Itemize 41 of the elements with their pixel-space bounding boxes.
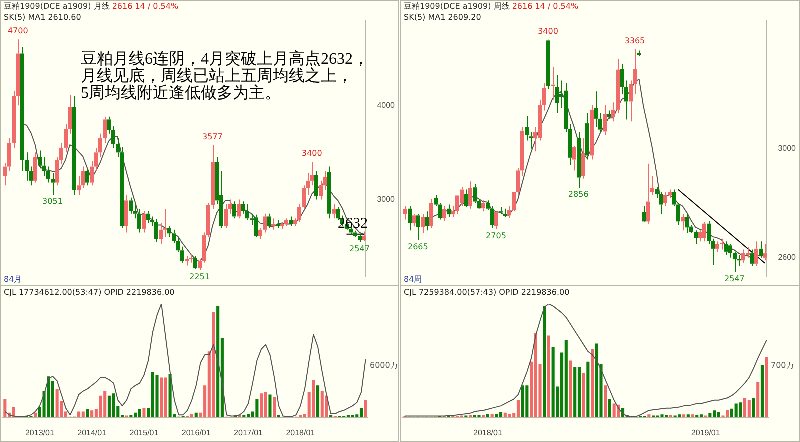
chart-title: 豆粕1909(DCE a1909) <box>404 2 492 11</box>
annotation: 3577 <box>202 132 223 142</box>
annotation: 3365 <box>624 36 646 46</box>
annotation: 2547 <box>724 274 745 284</box>
annotation: 2665 <box>408 242 428 252</box>
y-tick-label: 2600 <box>778 253 797 262</box>
y-tick-label: 4000 <box>377 100 396 110</box>
annotation: 84月 <box>4 275 22 285</box>
annotation: 3051 <box>42 197 63 206</box>
chart-subtitle: 周线 <box>492 2 511 11</box>
chart-title: 豆粕1909(DCE a1909) <box>4 2 92 11</box>
x-tick-label: 2016/01 <box>182 428 212 438</box>
x-tick-label: 2019/01 <box>691 428 721 438</box>
annotation: 3400 <box>538 26 558 36</box>
annotation: 2547 <box>350 244 370 254</box>
annotation: SK(5) MA1 2609.20 <box>404 13 482 23</box>
annotation: 84周 <box>404 275 422 285</box>
annotation: 豆粕月线6连阴，4月突破上月高点2632， <box>81 51 369 68</box>
text: 700万 <box>771 361 794 371</box>
x-tick-label: 2015/01 <box>130 428 160 438</box>
annotation: 2705 <box>486 231 506 240</box>
text: CJL 17734612.00(53:47) OPID 2219836.00 <box>4 288 175 298</box>
x-tick-label: 2017/01 <box>234 428 264 438</box>
y-tick-label: 3000 <box>778 144 797 154</box>
annotation: 月线见底，周线已站上五周均线之上， <box>81 68 354 85</box>
text: 6000万 <box>370 361 398 371</box>
chart-subtitle: 月线 <box>92 2 111 11</box>
annotation: 2251 <box>190 272 210 282</box>
x-tick-label: 2014/01 <box>78 428 108 438</box>
annotation: 5周均线附近逢低做多为主。 <box>81 85 282 102</box>
annotation: SK(5) MA1 2610.60 <box>4 13 82 23</box>
y-tick-label: 3000 <box>377 194 396 204</box>
annotation: 2856 <box>568 190 589 200</box>
x-tick-label: 2013/01 <box>25 428 55 438</box>
text: 2616 14 / 0.54% <box>112 2 179 11</box>
x-tick-label: 2018/01 <box>474 428 503 438</box>
annotation: 4700 <box>8 26 28 36</box>
text: 2616 14 / 0.54% <box>512 2 579 11</box>
x-tick-label: 2018/01 <box>286 428 316 438</box>
annotation: 3400 <box>302 149 322 158</box>
text: CJL 7259384.00(57:43) OPID 2219836.00 <box>404 288 570 298</box>
